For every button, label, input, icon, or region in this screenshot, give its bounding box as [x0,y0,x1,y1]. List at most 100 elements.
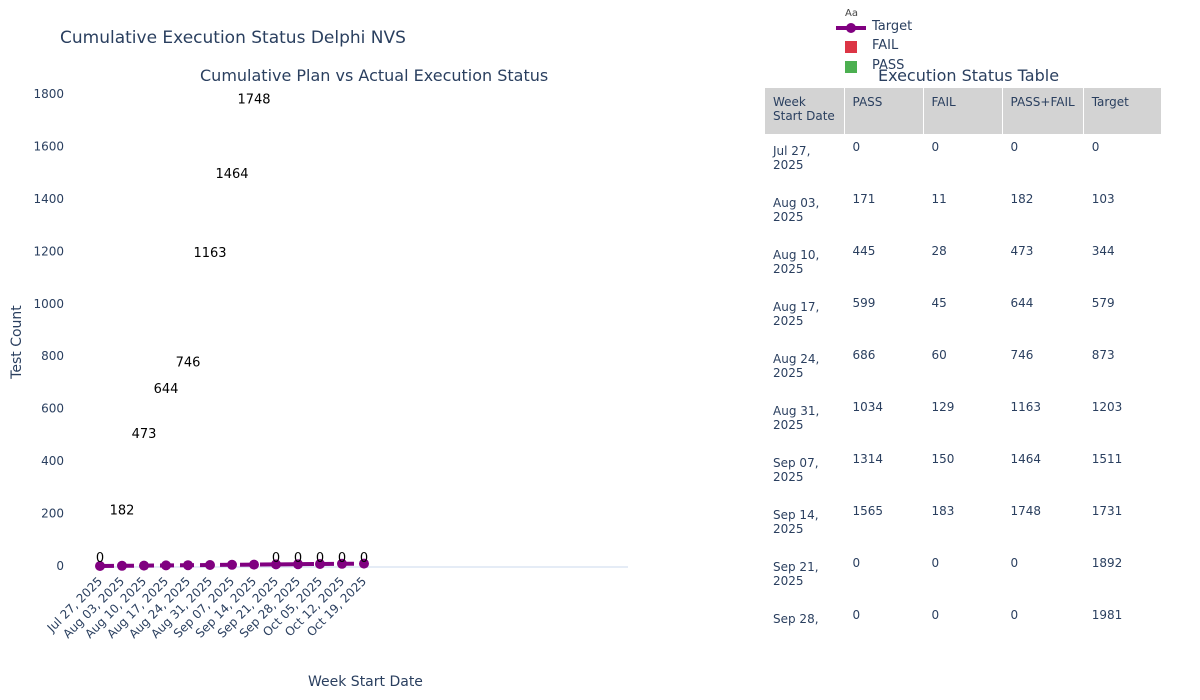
data-label: 0 [294,551,302,566]
data-label: 0 [360,551,368,566]
target-point [315,559,325,569]
table-row: Aug 24, 2025 686 60 746 873 [765,342,1162,394]
data-label: 0 [316,551,324,566]
data-label: 0 [272,551,280,566]
table-cell: 445 [844,238,924,290]
y-tick-label: 1600 [33,139,64,153]
column-header: FAIL [923,88,1003,134]
data-label: 644 [154,382,179,397]
target-point [271,559,281,570]
table-row: Sep 07, 2025 1314 150 1464 1511 [765,446,1162,498]
y-tick-label: 0 [56,559,64,573]
table-title: Execution Status Table [878,66,1060,85]
table-row: Jul 27, 2025 0 0 0 0 [765,134,1162,186]
table-cell: 686 [844,342,924,394]
column-header: PASS+FAIL [1002,88,1084,134]
table-cell: 129 [923,394,1003,446]
x-axis-label: Week Start Date [308,674,423,690]
data-label: 0 [96,551,104,566]
table-cell: 1981 [1083,602,1162,654]
data-label: 473 [132,427,157,442]
y-tick-label: 600 [41,402,64,416]
table-cell: 1565 [844,498,924,550]
target-point [227,559,237,570]
table-cell: 0 [844,134,924,186]
table-row: Sep 14, 2025 1565 183 1748 1731 [765,498,1162,550]
table-cell: 344 [1083,238,1162,290]
table-cell: 473 [1002,238,1084,290]
table-cell: 0 [1002,550,1084,602]
target-point [95,561,105,571]
table-cell: 599 [844,290,924,342]
table-cell: 1034 [844,394,924,446]
table-row: Aug 31, 2025 1034 129 1163 1203 [765,394,1162,446]
table-cell: 103 [1083,186,1162,238]
legend-label-fail: FAIL [872,38,899,53]
table-row: Sep 28, 0 0 0 1981 [765,602,1162,654]
column-header: Week Start Date [765,88,845,134]
table-row: Aug 17, 2025 599 45 644 579 [765,290,1162,342]
table-cell: 1731 [1083,498,1162,550]
target-point [117,560,127,571]
target-point [337,558,347,569]
column-header: Target [1083,88,1162,134]
table-cell: 183 [923,498,1003,550]
table-cell: 28 [923,238,1003,290]
line-marker-icon [836,23,866,33]
table-cell: 1464 [1002,446,1084,498]
legend-label-target: Target [872,19,913,34]
table-cell: Sep 28, [765,602,845,654]
table-cell: 60 [923,342,1003,394]
legend-label-pass: PASS [872,58,905,73]
chart-plot: 0 200 400 600 800 1000 1200 1400 1600 1800 Jul 27… [33,87,628,641]
table-row: Aug 03, 2025 171 11 182 103 [765,186,1162,238]
table-cell: 0 [923,602,1003,654]
table-cell: Jul 27, 2025 [765,134,845,186]
target-point [249,559,259,570]
execution-status-table: Week Start Date PASS FAIL PASS+FAIL Targ… [765,88,1162,654]
table-cell: Sep 14, 2025 [765,498,845,550]
square-icon [845,41,857,53]
chart-marks [95,558,628,571]
target-point [205,560,215,570]
table-cell: 1314 [844,446,924,498]
y-axis-ticks: 0 200 400 600 800 1000 1200 1400 1600 1800 [33,87,64,573]
table-cell: Aug 24, 2025 [765,342,845,394]
page-title: Cumulative Execution Status Delphi NVS [60,28,406,48]
table-cell: 182 [1002,186,1084,238]
table-cell: 579 [1083,290,1162,342]
legend-tag: Aa [845,8,858,19]
data-label: 746 [176,355,201,370]
data-label: 182 [110,503,135,518]
data-label: 1464 [215,167,248,182]
table-cell: Sep 21, 2025 [765,550,845,602]
table-row: Sep 21, 2025 0 0 0 1892 [765,550,1162,602]
table-cell: 1511 [1083,446,1162,498]
chart-title: Cumulative Plan vs Actual Execution Stat… [200,66,549,85]
table-cell: 0 [923,134,1003,186]
y-tick-label: 200 [41,507,64,521]
table-cell: 171 [844,186,924,238]
column-header: PASS [844,88,924,134]
table-cell: Aug 31, 2025 [765,394,845,446]
y-tick-label: 1200 [33,244,64,258]
target-point [139,560,149,571]
table-cell: 1163 [1002,394,1084,446]
y-tick-label: 800 [41,349,64,363]
table-cell: 150 [923,446,1003,498]
table-cell: 11 [923,186,1003,238]
table-cell: 0 [1002,602,1084,654]
table-cell: 746 [1002,342,1084,394]
target-point [293,559,303,570]
table-cell: Sep 07, 2025 [765,446,845,498]
table-cell: Aug 03, 2025 [765,186,845,238]
y-tick-label: 1400 [33,192,64,206]
table-cell: Aug 10, 2025 [765,238,845,290]
table-cell: 873 [1083,342,1162,394]
y-tick-label: 400 [41,454,64,468]
data-label: 1163 [193,246,226,261]
table-cell: 0 [844,602,924,654]
y-tick-label: 1800 [33,87,64,101]
